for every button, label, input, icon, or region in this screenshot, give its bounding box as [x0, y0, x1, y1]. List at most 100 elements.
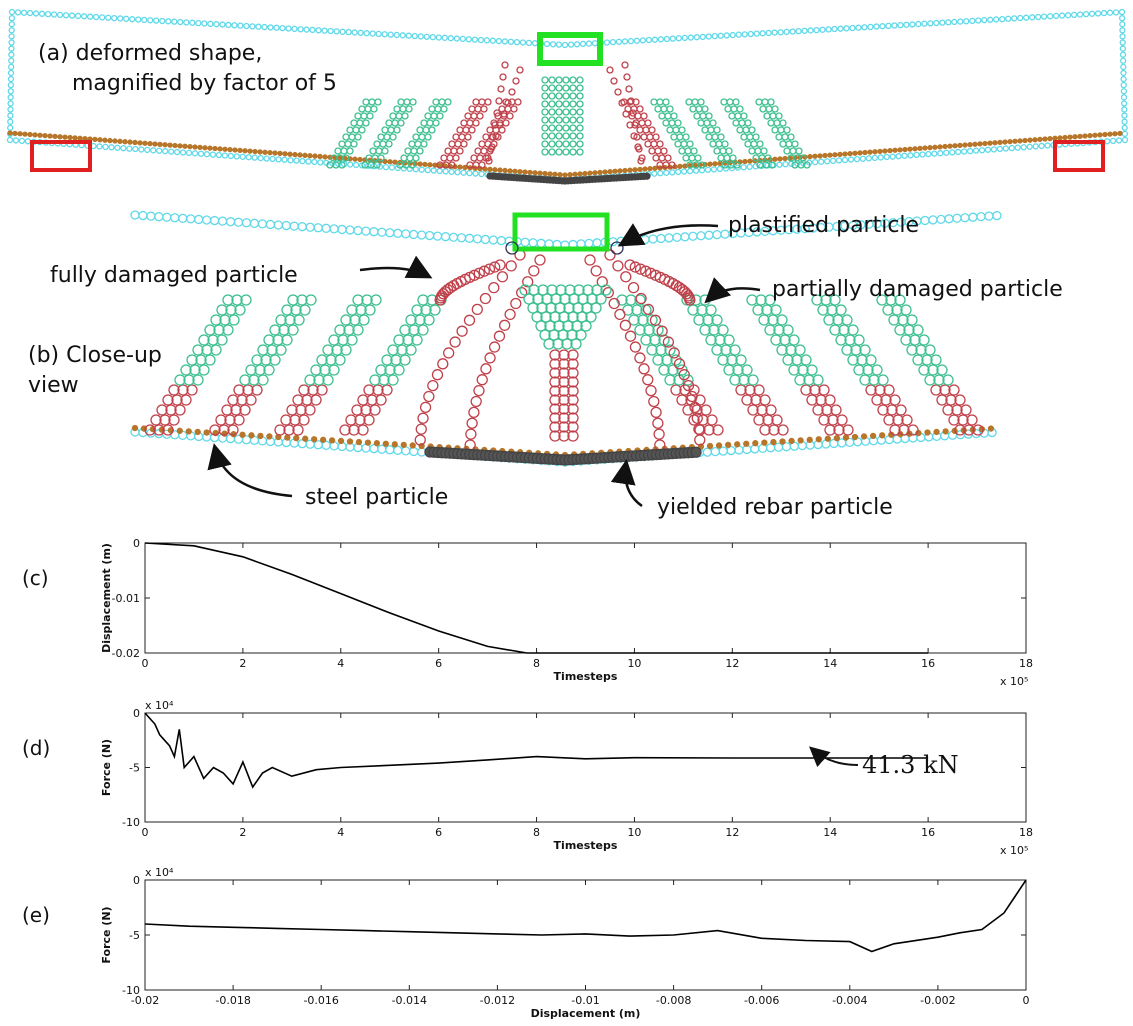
- particle: [393, 228, 403, 238]
- particle: [520, 237, 530, 247]
- particle: [331, 344, 343, 356]
- particle: [228, 314, 240, 326]
- particle: [305, 294, 317, 306]
- particle: [674, 140, 682, 148]
- particle: [321, 27, 328, 34]
- annotation-arrow: [809, 746, 859, 768]
- particle: [528, 284, 540, 296]
- particle: [132, 145, 139, 153]
- particle: [311, 436, 318, 443]
- particle: [227, 152, 234, 160]
- particle: [782, 354, 794, 366]
- particle: [755, 294, 767, 306]
- particle: [496, 235, 506, 246]
- y-tick-label: -10: [122, 816, 140, 829]
- particle: [587, 170, 593, 176]
- particle: [417, 230, 427, 240]
- particle: [352, 161, 360, 169]
- particle: [222, 294, 234, 306]
- particle: [273, 220, 283, 230]
- particle: [541, 140, 549, 148]
- particle: [829, 157, 837, 165]
- particle: [690, 147, 698, 155]
- particle: [307, 153, 313, 159]
- particle: [8, 21, 15, 28]
- particle: [453, 35, 460, 42]
- particle: [882, 148, 888, 154]
- particle: [741, 364, 753, 376]
- particle: [617, 168, 623, 174]
- particle: [729, 374, 741, 386]
- particle: [337, 224, 347, 235]
- particle: [37, 132, 43, 138]
- particle: [1057, 135, 1063, 141]
- particle: [746, 294, 758, 306]
- particle: [456, 325, 468, 337]
- particle: [322, 344, 334, 356]
- particle: [364, 105, 372, 113]
- particle: [399, 324, 411, 336]
- particle: [532, 293, 544, 305]
- particle: [232, 147, 238, 153]
- particle: [512, 168, 518, 174]
- particle: [167, 142, 173, 148]
- particle: [62, 134, 68, 140]
- particle: [569, 108, 577, 116]
- particle: [337, 155, 343, 161]
- particle: [645, 267, 657, 279]
- particle: [652, 417, 664, 429]
- particle: [417, 33, 424, 40]
- particle: [767, 98, 775, 106]
- particle: [690, 446, 702, 458]
- particle: [500, 110, 508, 118]
- particle: [476, 112, 484, 120]
- particle: [943, 149, 950, 156]
- particle: [278, 324, 290, 336]
- particle: [978, 147, 986, 154]
- particle: [680, 168, 688, 175]
- particle: [434, 105, 442, 113]
- particle: [897, 21, 904, 29]
- particle: [1038, 142, 1045, 150]
- particle: [293, 157, 300, 164]
- particle: [287, 157, 294, 164]
- particle: [334, 147, 342, 155]
- particle: [381, 147, 389, 155]
- particle: [197, 150, 205, 157]
- particle: [465, 428, 477, 440]
- particle: [992, 140, 998, 146]
- particle: [691, 404, 703, 416]
- particle: [728, 112, 736, 120]
- particle: [345, 28, 352, 36]
- particle: [32, 10, 40, 17]
- particle: [339, 28, 346, 35]
- particle: [548, 100, 556, 108]
- particle: [918, 364, 930, 376]
- particle: [491, 121, 499, 129]
- particle: [847, 324, 859, 336]
- particle: [488, 281, 500, 294]
- particle: [567, 41, 575, 48]
- particle: [648, 395, 660, 408]
- particle: [829, 324, 841, 336]
- particle: [317, 159, 324, 166]
- particle: [390, 354, 402, 366]
- particle: [197, 144, 203, 151]
- particle: [1035, 13, 1042, 21]
- particle: [381, 31, 388, 38]
- particle: [366, 394, 378, 406]
- particle: [628, 314, 640, 326]
- particle: [924, 374, 936, 386]
- particle: [569, 124, 577, 132]
- particle: [432, 119, 440, 127]
- particle: [343, 324, 355, 336]
- particle: [927, 364, 939, 376]
- particle: [558, 358, 570, 370]
- particle: [877, 374, 889, 386]
- particle: [373, 161, 381, 169]
- particle: [361, 294, 373, 306]
- particle: [558, 430, 570, 442]
- particle: [573, 41, 581, 48]
